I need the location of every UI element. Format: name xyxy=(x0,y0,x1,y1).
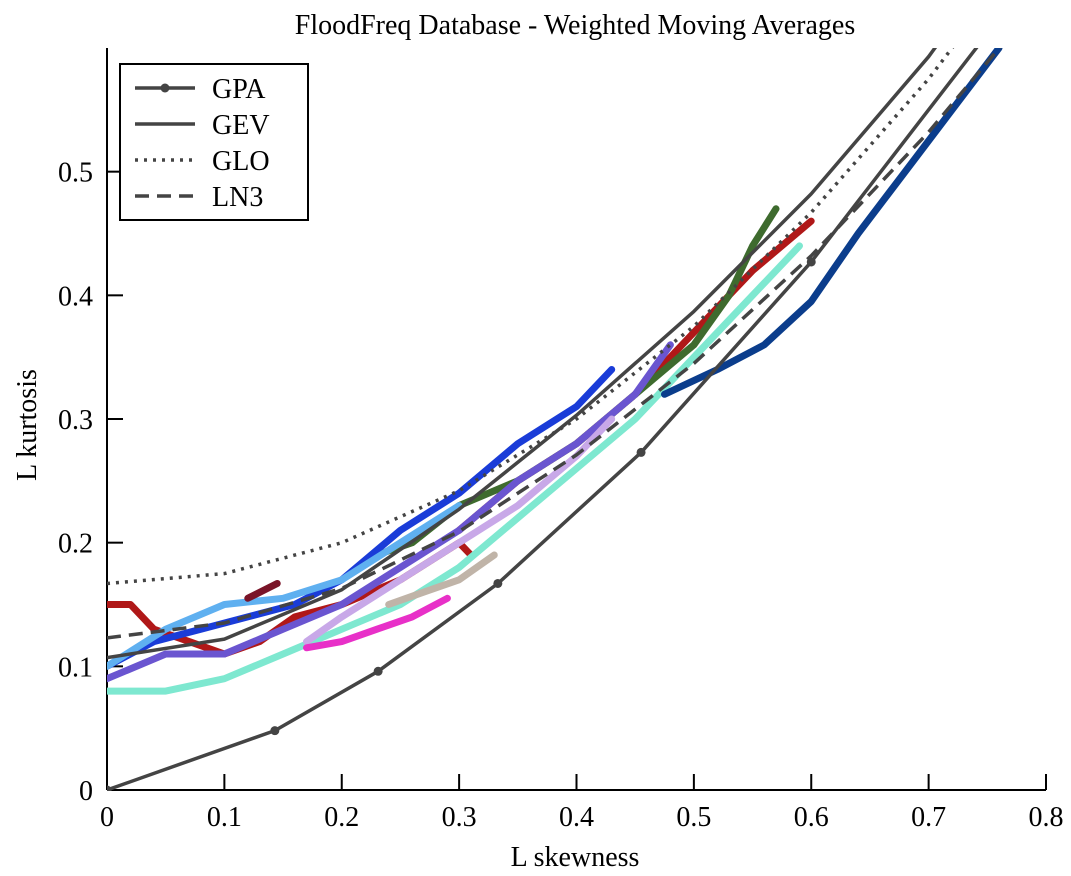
x-axis-label: L skewness xyxy=(511,842,640,873)
legend-marker-gpa xyxy=(160,83,170,93)
legend: GPA GEV GLO LN3 xyxy=(119,63,309,221)
legend-label-glo: GLO xyxy=(212,146,270,177)
ln3-curve xyxy=(107,48,1002,640)
y-tick-label: 0.4 xyxy=(58,281,93,312)
moving-average-line xyxy=(107,341,674,683)
gpa-marker xyxy=(493,578,503,588)
legend-box xyxy=(119,63,309,221)
moving-average-lines xyxy=(107,48,1003,695)
gpa-marker xyxy=(636,447,646,457)
x-tick-label: 0.1 xyxy=(207,802,242,833)
y-axis-label: L kurtosis xyxy=(12,369,43,481)
gpa-marker xyxy=(107,785,112,791)
y-tick-label: 0.1 xyxy=(58,652,93,683)
x-tick-label: 0.2 xyxy=(324,802,359,833)
moving-average-line xyxy=(385,551,498,608)
y-tick-label: 0.2 xyxy=(58,529,93,560)
x-tick-label: 0 xyxy=(100,802,114,833)
y-tick-label: 0.5 xyxy=(58,158,93,189)
gev-curve xyxy=(107,48,938,660)
legend-label-gpa: GPA xyxy=(212,74,266,105)
x-ticks: 0 0.1 0.2 0.3 0.4 0.5 0.6 0.7 0.8 xyxy=(100,774,1064,833)
legend-items: GPA GEV GLO LN3 xyxy=(135,74,270,213)
x-tick-label: 0.6 xyxy=(794,802,829,833)
moving-average-line xyxy=(661,48,1003,398)
x-tick-label: 0.3 xyxy=(442,802,477,833)
moving-average-line xyxy=(303,594,451,652)
distribution-curves xyxy=(107,48,1002,791)
moving-average-line xyxy=(373,205,780,559)
legend-label-gev: GEV xyxy=(212,110,270,141)
y-tick-label: 0 xyxy=(79,776,93,807)
x-tick-label: 0.7 xyxy=(911,802,946,833)
x-tick-label: 0.5 xyxy=(676,802,711,833)
x-tick-label: 0.4 xyxy=(559,802,594,833)
gpa-marker xyxy=(270,726,280,736)
x-tick-label: 0.8 xyxy=(1029,802,1064,833)
y-ticks: 0 0.1 0.2 0.3 0.4 0.5 xyxy=(58,158,123,807)
legend-label-ln3: LN3 xyxy=(212,182,263,213)
moving-average-line xyxy=(107,242,803,695)
glo-curve xyxy=(107,48,955,586)
gpa-marker xyxy=(373,666,383,676)
y-tick-label: 0.3 xyxy=(58,405,93,436)
moving-average-line xyxy=(107,502,463,670)
chart-title: FloodFreq Database - Weighted Moving Ave… xyxy=(295,10,855,41)
moving-average-line xyxy=(244,580,281,602)
